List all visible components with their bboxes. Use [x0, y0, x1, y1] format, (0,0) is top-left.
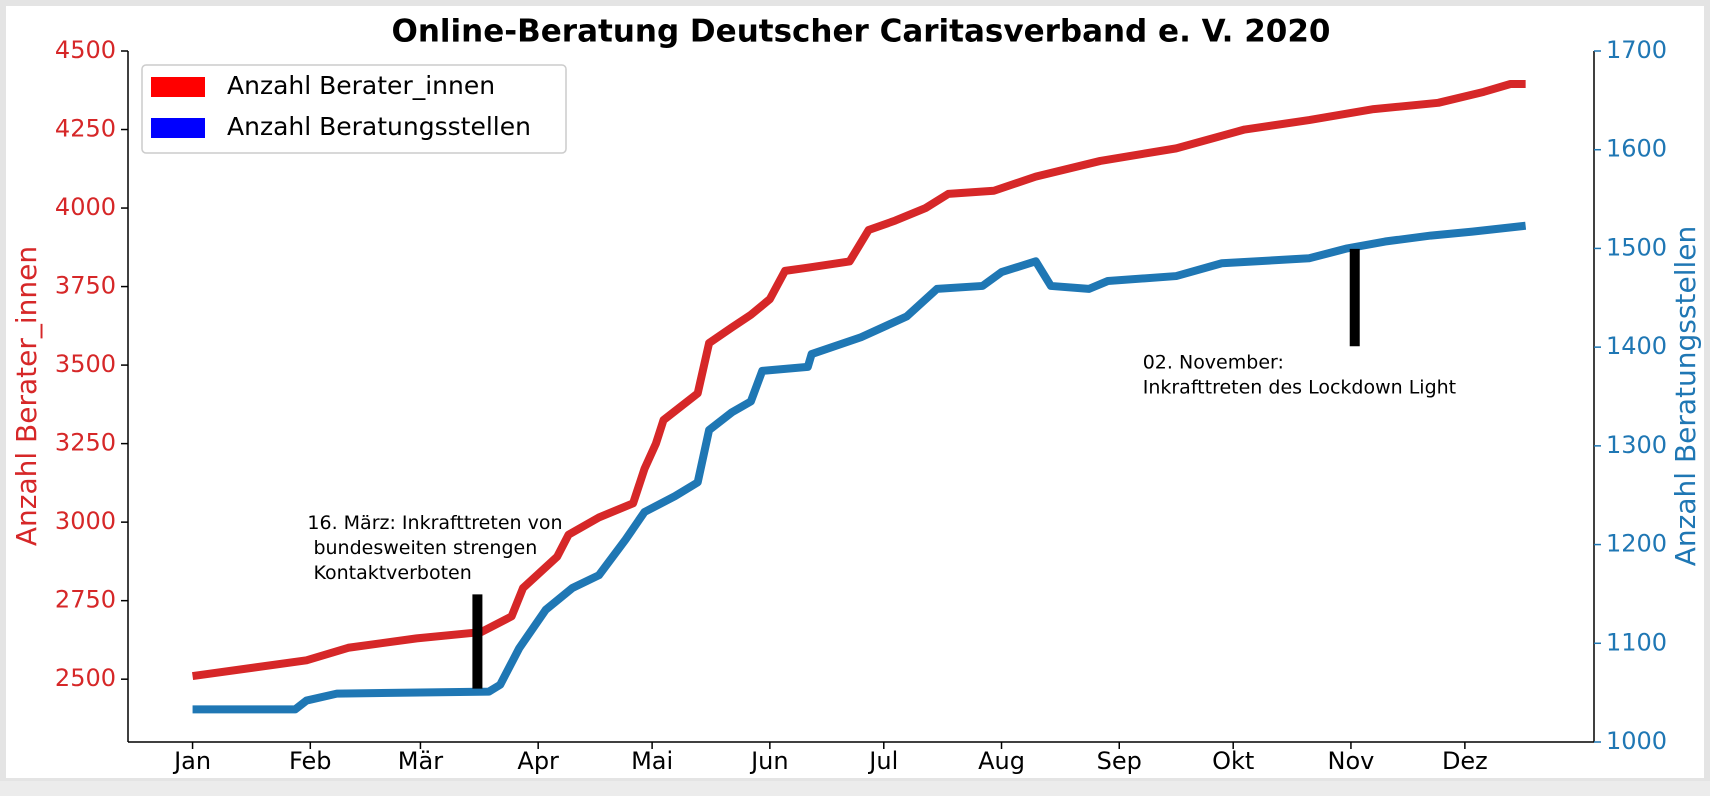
y2-tick-label: 1200 — [1606, 530, 1667, 558]
x-tick-label: Jul — [867, 747, 898, 775]
y2-tick-label: 1500 — [1606, 233, 1667, 261]
legend-box — [141, 64, 567, 154]
x-tick-label: Mär — [398, 747, 443, 775]
x-tick-label: Dez — [1442, 747, 1488, 775]
y-tick-label: 3750 — [55, 272, 116, 300]
legend-label: Anzahl Berater_innen — [227, 71, 495, 100]
y-tick-label: 4250 — [55, 115, 116, 143]
x-tick-label: Feb — [289, 747, 332, 775]
legend-label: Anzahl Beratungsstellen — [227, 112, 531, 141]
annotation-text: 16. März: Inkrafttreten von — [307, 512, 562, 534]
annotation-text: 02. November: — [1143, 352, 1284, 374]
y2-tick-label: 1600 — [1606, 135, 1667, 163]
legend-swatch — [151, 77, 205, 97]
annotation-text: Inkrafttreten des Lockdown Light — [1143, 377, 1456, 399]
x-tick-label: Nov — [1328, 747, 1375, 775]
x-tick-label: Mai — [631, 747, 673, 775]
x-tick-label: Okt — [1212, 747, 1254, 775]
series-line — [192, 221, 1527, 714]
y2-tick-label: 1100 — [1606, 628, 1667, 656]
y-tick-label: 3500 — [55, 350, 116, 378]
legend-swatch — [151, 118, 205, 138]
y2-tick-label: 1700 — [1606, 36, 1667, 64]
y2-tick-label: 1000 — [1606, 727, 1667, 755]
y-tick-label: 3000 — [55, 507, 116, 535]
y-tick-label: 2500 — [55, 664, 116, 692]
chart-title: Online-Beratung Deutscher Caritasverband… — [392, 14, 1331, 50]
y2-tick-label: 1300 — [1606, 431, 1667, 459]
y-axis-title: Anzahl Berater_innen — [10, 246, 43, 546]
x-tick-label: Sep — [1097, 747, 1142, 775]
series-line — [192, 79, 1526, 681]
y2-axis-title: Anzahl Beratungsstellen — [1669, 226, 1702, 566]
y-tick-label: 2750 — [55, 586, 116, 614]
x-tick-label: Aug — [978, 747, 1025, 775]
annotation-text: Kontaktverboten — [307, 562, 471, 584]
y-tick-label: 3250 — [55, 429, 116, 457]
y2-tick-label: 1400 — [1606, 332, 1667, 360]
x-tick-label: Jan — [172, 747, 211, 775]
legend: Anzahl Berater_innen Anzahl Beratungsstel… — [141, 64, 567, 154]
y-tick-label: 4500 — [55, 36, 116, 64]
bottom-strip — [0, 781, 1710, 796]
x-tick-label: Apr — [517, 747, 559, 775]
y-tick-label: 4000 — [55, 193, 116, 221]
x-tick-label: Jun — [749, 747, 789, 775]
annotation-text: bundesweiten strengen — [307, 537, 537, 559]
